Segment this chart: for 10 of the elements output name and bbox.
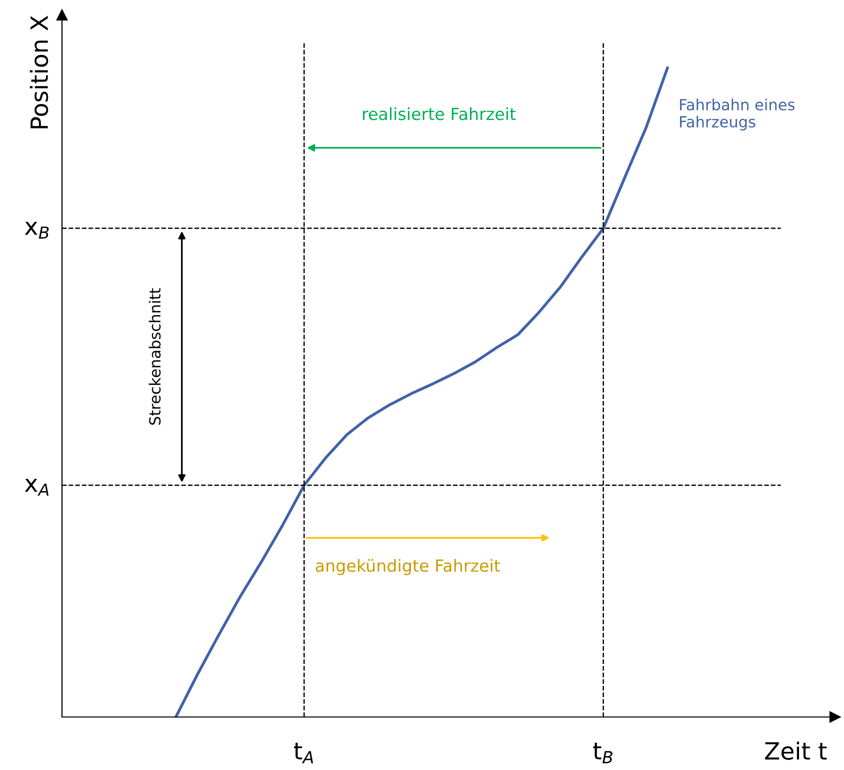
x-tick-label: t$_{B}$	[593, 742, 612, 764]
ref-line-label: x$_{A}$	[24, 478, 49, 496]
text: Streckenabschnitt	[148, 288, 161, 425]
annotation: realisierte Fahrzeit	[362, 107, 516, 120]
x-axis-title: Zeit t	[765, 742, 827, 760]
series-label: Fahrbahn eines Fahrzeugs	[680, 98, 794, 130]
x-tick-label: t$_{A}$	[294, 742, 314, 764]
ref-line-label: x$_{B}$	[24, 222, 49, 239]
y-axis-title: Position X	[30, 16, 48, 128]
annotation: angekündigte Fahrzeit	[316, 559, 500, 576]
